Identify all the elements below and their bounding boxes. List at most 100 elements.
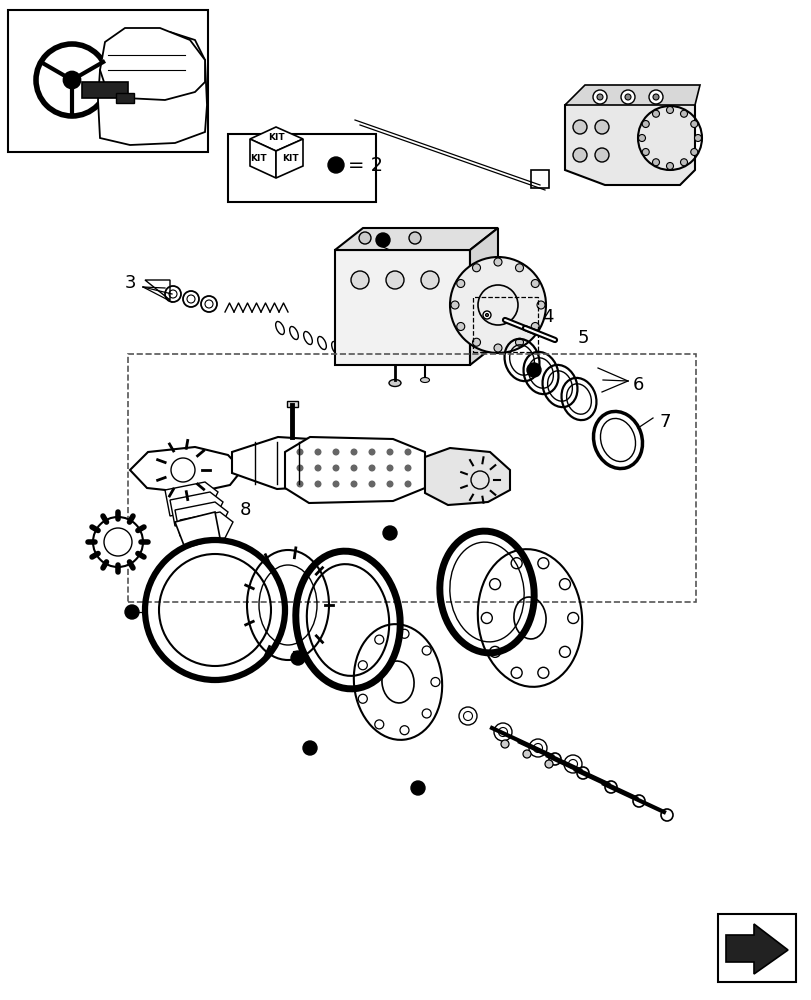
Circle shape [387,449,393,455]
Text: KIT: KIT [268,133,284,142]
Circle shape [548,753,560,765]
Circle shape [594,120,608,134]
Circle shape [351,449,356,455]
Text: 8: 8 [239,501,251,519]
Circle shape [648,90,663,104]
Circle shape [449,257,545,353]
Circle shape [500,740,508,748]
Circle shape [530,279,539,288]
Circle shape [93,517,143,567]
Circle shape [405,481,410,487]
Circle shape [333,481,338,487]
Polygon shape [130,447,242,493]
Circle shape [64,72,80,88]
Circle shape [333,465,338,471]
Circle shape [405,465,410,471]
Circle shape [633,795,644,807]
Circle shape [493,258,501,266]
Circle shape [594,148,608,162]
Circle shape [383,526,397,540]
Polygon shape [180,512,233,546]
Text: 5: 5 [577,329,588,347]
Circle shape [290,651,305,665]
Circle shape [472,264,480,272]
Bar [335,250,470,365]
Polygon shape [564,90,694,185]
Polygon shape [175,502,228,536]
Text: 6: 6 [632,376,643,394]
Circle shape [690,121,697,128]
Bar [530,170,548,188]
Ellipse shape [388,379,401,386]
Circle shape [409,232,420,244]
Bar [228,134,375,202]
Circle shape [369,465,375,471]
Circle shape [577,767,588,779]
Circle shape [104,528,132,556]
Circle shape [387,481,393,487]
Circle shape [660,809,672,821]
Text: KIT: KIT [281,154,298,163]
Circle shape [351,481,356,487]
Circle shape [690,149,697,156]
Circle shape [652,110,659,117]
Circle shape [680,159,687,166]
Text: = 2: = 2 [348,156,383,175]
Polygon shape [145,280,169,300]
Polygon shape [470,228,497,365]
Circle shape [596,94,603,100]
Circle shape [315,449,320,455]
Circle shape [485,314,488,316]
Polygon shape [424,448,509,505]
Text: 3: 3 [124,274,135,292]
Circle shape [450,301,458,309]
Circle shape [125,605,139,619]
Polygon shape [165,482,217,516]
Bar [717,914,795,982]
Circle shape [315,465,320,471]
Circle shape [385,271,404,289]
Bar [82,82,128,98]
Polygon shape [276,139,303,178]
Circle shape [666,163,672,170]
Circle shape [515,264,523,272]
Circle shape [624,94,630,100]
Circle shape [522,750,530,758]
Polygon shape [725,924,787,974]
Polygon shape [169,492,223,526]
Bar [286,401,298,407]
Circle shape [303,741,316,755]
Circle shape [315,481,320,487]
Circle shape [693,135,701,142]
Circle shape [544,760,552,768]
Circle shape [297,449,303,455]
Text: 4: 4 [542,308,553,326]
Circle shape [405,449,410,455]
Circle shape [536,301,544,309]
Circle shape [483,311,491,319]
Circle shape [410,781,424,795]
Polygon shape [232,437,328,489]
Circle shape [604,781,616,793]
Circle shape [387,465,393,471]
Circle shape [515,338,523,346]
Circle shape [620,90,634,104]
Polygon shape [100,28,204,100]
Circle shape [573,120,586,134]
Circle shape [350,271,368,289]
Ellipse shape [420,377,429,382]
Circle shape [530,322,539,330]
Polygon shape [98,32,207,145]
Polygon shape [175,512,220,548]
Circle shape [652,94,659,100]
Bar [8,10,208,152]
Text: KIT: KIT [249,154,266,163]
Circle shape [526,363,540,377]
Circle shape [457,322,464,330]
Circle shape [573,148,586,162]
Text: 7: 7 [659,413,670,431]
Circle shape [652,159,659,166]
Circle shape [358,232,371,244]
Circle shape [351,465,356,471]
Circle shape [297,481,303,487]
